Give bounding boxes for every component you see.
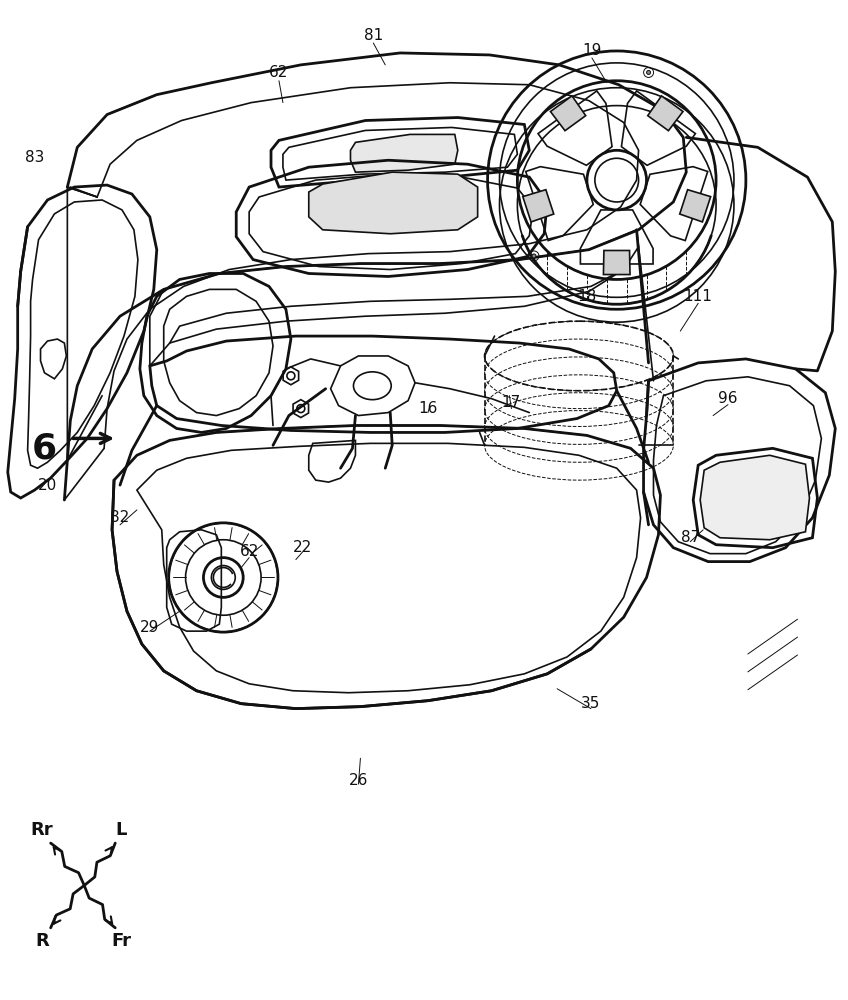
Text: 29: 29 [140,620,159,635]
Polygon shape [648,96,683,131]
Text: 16: 16 [418,401,438,416]
Text: 19: 19 [583,43,601,58]
Text: 81: 81 [364,28,383,43]
Text: 111: 111 [683,289,712,304]
Text: Fr: Fr [111,932,131,950]
Text: Rr: Rr [31,821,53,839]
Text: 20: 20 [38,478,57,493]
Text: 35: 35 [581,696,600,711]
Text: 62: 62 [270,65,288,80]
Text: 62: 62 [239,544,259,559]
Text: 18: 18 [577,289,596,304]
Text: 83: 83 [25,150,44,165]
Polygon shape [309,172,477,234]
Polygon shape [523,190,554,222]
Text: 87: 87 [681,530,700,545]
Text: 17: 17 [502,395,521,410]
Text: 22: 22 [293,540,312,555]
Polygon shape [550,96,586,131]
Text: 6: 6 [32,431,57,465]
Polygon shape [604,250,630,275]
Polygon shape [680,190,711,222]
Polygon shape [350,134,458,172]
Text: 82: 82 [110,510,130,525]
Circle shape [532,254,536,258]
Text: L: L [115,821,127,839]
Text: 26: 26 [349,773,368,788]
Text: R: R [35,932,48,950]
Text: 96: 96 [718,391,738,406]
Polygon shape [700,455,810,540]
Circle shape [646,70,650,74]
